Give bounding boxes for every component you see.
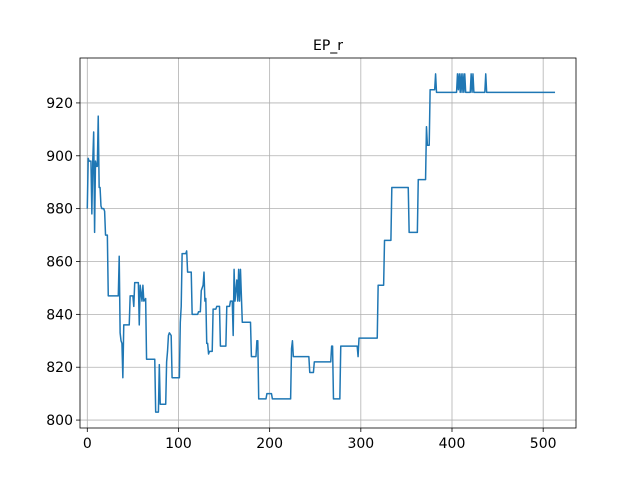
y-tick-label: 860 xyxy=(46,255,73,271)
x-tick-label: 400 xyxy=(439,436,466,452)
series-line xyxy=(86,73,556,413)
x-tick-label: 0 xyxy=(83,436,92,452)
plot-area-background xyxy=(80,58,576,428)
y-tick-label: 900 xyxy=(46,149,73,165)
chart-title: EP_r xyxy=(313,38,343,54)
y-tick-label: 820 xyxy=(46,360,73,376)
y-tick-label: 840 xyxy=(46,307,73,323)
x-tick-label: 100 xyxy=(165,436,192,452)
x-tick-label: 200 xyxy=(256,436,283,452)
y-tick-label: 880 xyxy=(46,202,73,218)
grid-lines xyxy=(80,58,576,428)
x-tick-label: 500 xyxy=(530,436,557,452)
x-tick-label: 300 xyxy=(347,436,374,452)
y-tick-label: 920 xyxy=(46,96,73,112)
x-axis: 0 100 200 300 400 500 xyxy=(83,428,557,452)
plot-area-frame xyxy=(79,57,577,429)
series-layer xyxy=(86,73,556,413)
y-tick-label: 800 xyxy=(46,413,73,429)
y-axis: 800 820 840 860 880 900 920 xyxy=(46,96,80,429)
